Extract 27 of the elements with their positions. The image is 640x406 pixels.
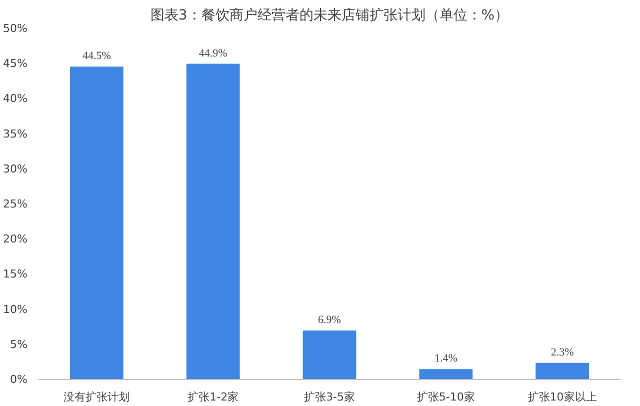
y-tick-label: 40% bbox=[3, 92, 28, 106]
x-tick-label: 扩张10家以上 bbox=[528, 390, 597, 404]
y-tick-label: 20% bbox=[3, 232, 28, 246]
data-label: 44.5% bbox=[82, 50, 111, 62]
y-tick-label: 35% bbox=[3, 127, 28, 140]
bar bbox=[302, 330, 356, 380]
y-tick-label: 5% bbox=[10, 338, 28, 351]
x-tick-label: 扩张5-10家 bbox=[416, 390, 475, 404]
y-tick-label: 0% bbox=[10, 373, 28, 386]
x-tick-label: 扩张1-2家 bbox=[188, 390, 239, 404]
bar bbox=[70, 66, 124, 380]
y-tick-label: 45% bbox=[3, 57, 28, 70]
chart-title: 图表3：餐饮商户经营者的未来店铺扩张计划（单位：%） bbox=[150, 8, 509, 24]
data-label: 6.9% bbox=[318, 314, 341, 326]
data-label: 1.4% bbox=[434, 352, 458, 365]
data-label: 44.9% bbox=[198, 47, 228, 60]
x-tick-label: 没有扩张计划 bbox=[64, 390, 130, 404]
bar bbox=[536, 362, 589, 380]
data-label: 2.3% bbox=[550, 346, 574, 358]
bar bbox=[186, 64, 240, 380]
bar bbox=[419, 369, 473, 380]
y-tick-label: 30% bbox=[3, 162, 28, 176]
y-tick-label: 25% bbox=[3, 198, 28, 210]
y-tick-label: 10% bbox=[3, 302, 28, 316]
y-tick-label: 15% bbox=[3, 268, 28, 281]
x-tick-label: 扩张3-5家 bbox=[304, 390, 355, 404]
y-tick-label: 50% bbox=[3, 22, 28, 35]
